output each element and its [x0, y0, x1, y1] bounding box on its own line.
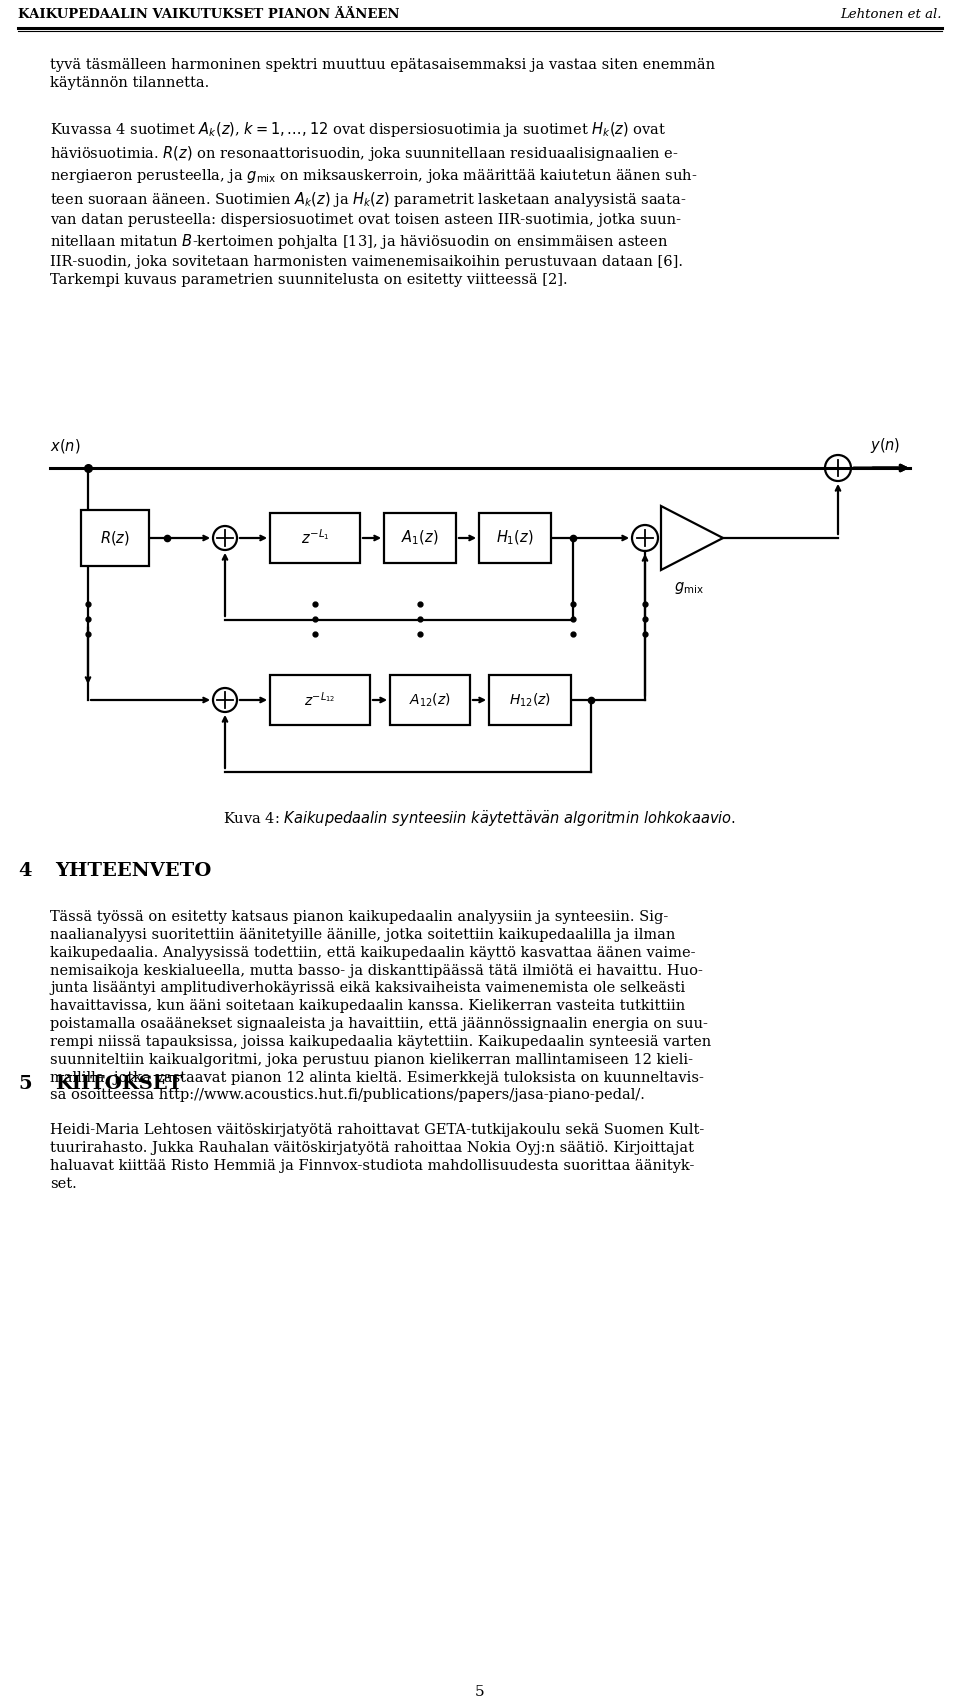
Text: Lehtonen et al.: Lehtonen et al. — [841, 9, 942, 20]
Text: YHTEENVETO: YHTEENVETO — [55, 861, 211, 880]
Polygon shape — [661, 505, 723, 570]
Text: 5: 5 — [18, 1076, 32, 1093]
Text: 4: 4 — [18, 861, 32, 880]
Text: $z^{-L_{12}}$: $z^{-L_{12}}$ — [304, 691, 336, 710]
Text: $H_{12}(z)$: $H_{12}(z)$ — [509, 691, 551, 708]
Text: tyvä täsmälleen harmoninen spektri muuttuu epätasaisemmaksi ja vastaa siten enem: tyvä täsmälleen harmoninen spektri muutt… — [50, 58, 715, 90]
Text: $R(z)$: $R(z)$ — [100, 529, 130, 546]
Text: $A_1(z)$: $A_1(z)$ — [401, 529, 439, 548]
Text: $x(n)$: $x(n)$ — [50, 437, 81, 454]
Text: $g_\mathrm{mix}$: $g_\mathrm{mix}$ — [674, 580, 704, 596]
Bar — [270, 512, 360, 563]
Text: 5: 5 — [475, 1685, 485, 1699]
Text: $y(n)$: $y(n)$ — [870, 436, 900, 454]
Text: Heidi-Maria Lehtosen väitöskirjatyötä rahoittavat GETA-tutkijakoulu sekä Suomen : Heidi-Maria Lehtosen väitöskirjatyötä ra… — [50, 1123, 705, 1191]
Text: Kuva 4: $\mathit{Kaikupedaalin\ synteesiin\ k\ddot{a}ytett\ddot{a}v\ddot{a}n\ al: Kuva 4: $\mathit{Kaikupedaalin\ synteesi… — [224, 808, 736, 829]
Text: KIITOKSET: KIITOKSET — [55, 1076, 182, 1093]
Bar — [390, 676, 470, 725]
Bar — [489, 676, 571, 725]
Text: $A_{12}(z)$: $A_{12}(z)$ — [409, 691, 451, 708]
Text: $z^{-L_1}$: $z^{-L_1}$ — [300, 529, 329, 548]
Text: $H_1(z)$: $H_1(z)$ — [496, 529, 534, 548]
Text: Tässä työssä on esitetty katsaus pianon kaikupedaalin analyysiin ja synteesiin. : Tässä työssä on esitetty katsaus pianon … — [50, 911, 711, 1103]
Bar — [81, 511, 149, 567]
Text: KAIKUPEDAALIN VAIKUTUKSET PIANON ÄÄNEEN: KAIKUPEDAALIN VAIKUTUKSET PIANON ÄÄNEEN — [18, 9, 399, 20]
Bar — [384, 512, 456, 563]
Bar — [270, 676, 370, 725]
Bar — [479, 512, 551, 563]
Text: Kuvassa 4 suotimet $A_k(z)$, $k = 1, \ldots, 12$ ovat dispersiosuotimia ja suoti: Kuvassa 4 suotimet $A_k(z)$, $k = 1, \ld… — [50, 121, 697, 288]
